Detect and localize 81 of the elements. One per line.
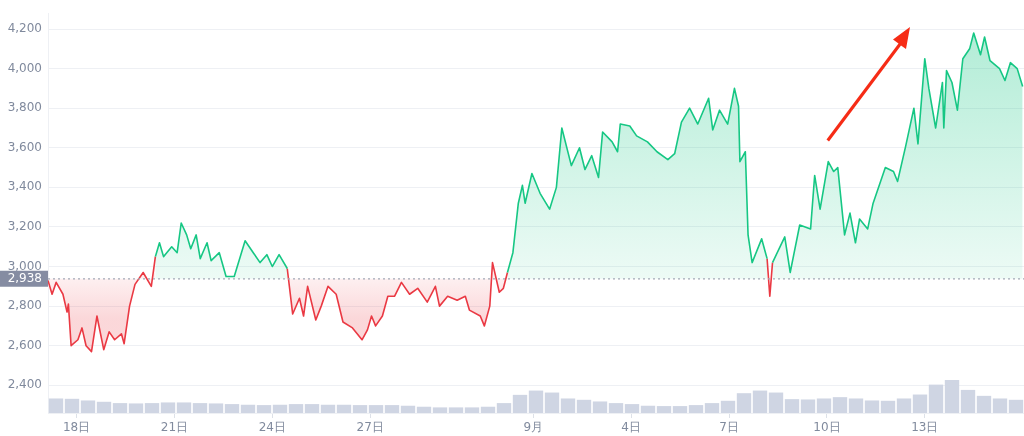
bar: [768, 392, 784, 413]
bar: [384, 405, 400, 413]
bar: [592, 401, 608, 413]
y-tick-label: 3,400: [7, 179, 42, 194]
bar: [576, 399, 592, 413]
bar: [496, 403, 512, 413]
bar: [528, 390, 544, 413]
bar: [240, 404, 256, 413]
bar: [544, 392, 560, 413]
ref-line-label: 2,938: [7, 270, 42, 285]
x-tick-label: 7日: [719, 420, 739, 435]
bar: [912, 394, 928, 413]
bar: [448, 407, 464, 413]
bar: [864, 400, 880, 413]
bar: [288, 404, 304, 413]
y-tick-label: 2,800: [7, 298, 42, 313]
bar: [400, 405, 416, 413]
bar: [160, 402, 176, 413]
bar: [336, 404, 352, 413]
bar: [320, 404, 336, 413]
bar: [784, 399, 800, 413]
bar: [832, 397, 848, 413]
y-tick-label: 3,000: [7, 258, 42, 273]
bar: [64, 398, 80, 413]
y-tick-label: 2,600: [7, 337, 42, 352]
bar: [432, 407, 448, 413]
bar: [848, 398, 864, 413]
bar: [1008, 399, 1024, 413]
bar: [752, 390, 768, 413]
bar: [880, 400, 896, 413]
x-tick-label: 4日: [621, 420, 641, 435]
y-tick-label: 2,400: [7, 377, 42, 392]
bar: [896, 398, 912, 413]
x-tick-label: 10日: [813, 420, 841, 435]
bar: [208, 403, 224, 413]
bar: [720, 400, 736, 413]
x-tick-label: 9月: [523, 420, 544, 435]
bar: [816, 398, 832, 413]
bar: [640, 405, 656, 413]
x-tick-label: 27日: [356, 420, 384, 435]
y-tick-label: 3,200: [7, 219, 42, 234]
bar: [48, 398, 64, 413]
y-tick-label: 4,000: [7, 60, 42, 75]
x-tick-label: 18日: [62, 420, 91, 435]
bar: [256, 405, 272, 413]
bar: [608, 403, 624, 413]
bar: [672, 406, 688, 413]
bar: [144, 403, 160, 413]
bar: [352, 405, 368, 413]
y-tick-label: 3,800: [7, 100, 42, 115]
bar: [656, 406, 672, 413]
y-tick-label: 3,600: [7, 139, 42, 154]
bar: [224, 404, 240, 413]
bar: [96, 401, 112, 413]
x-tick-label: 21日: [160, 420, 189, 435]
bar: [976, 395, 992, 413]
y-tick-label: 4,200: [7, 21, 42, 36]
bar: [304, 404, 320, 413]
bar: [512, 394, 528, 413]
bar: [272, 404, 288, 413]
bar: [176, 402, 192, 413]
bar: [464, 407, 480, 413]
bar: [128, 403, 144, 413]
bar: [928, 384, 944, 413]
bar: [112, 403, 128, 413]
bar: [704, 403, 720, 413]
bar: [688, 405, 704, 413]
bar: [736, 393, 752, 413]
bar: [192, 403, 208, 413]
bar: [480, 406, 496, 413]
bar: [80, 400, 96, 413]
x-tick-label: 13日: [911, 420, 939, 435]
bar: [960, 389, 976, 413]
bar: [368, 405, 384, 413]
bar: [416, 406, 432, 413]
x-tick-label: 24日: [258, 420, 286, 435]
bar: [624, 404, 640, 413]
bar: [800, 399, 816, 413]
bar: [944, 380, 960, 413]
bar: [992, 398, 1008, 413]
bar: [560, 398, 576, 413]
